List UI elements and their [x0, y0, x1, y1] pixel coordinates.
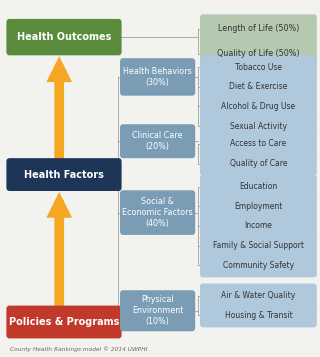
Text: Sexual Activity: Sexual Activity	[230, 121, 287, 131]
Text: Community Safety: Community Safety	[223, 261, 294, 270]
FancyBboxPatch shape	[200, 194, 317, 218]
Text: Clinical Care
(20%): Clinical Care (20%)	[132, 131, 183, 151]
FancyBboxPatch shape	[200, 94, 317, 119]
Text: Access to Care: Access to Care	[230, 139, 286, 149]
Text: Tobacco Use: Tobacco Use	[235, 62, 282, 72]
Text: Health Factors: Health Factors	[24, 170, 104, 180]
FancyBboxPatch shape	[200, 114, 317, 138]
Text: Housing & Transit: Housing & Transit	[225, 311, 292, 320]
FancyBboxPatch shape	[200, 175, 317, 199]
FancyBboxPatch shape	[200, 303, 317, 327]
Text: County Health Rankings model © 2014 UWPHI: County Health Rankings model © 2014 UWPH…	[10, 346, 147, 352]
Text: Physical
Environment
(10%): Physical Environment (10%)	[132, 295, 183, 326]
FancyBboxPatch shape	[200, 14, 317, 44]
FancyBboxPatch shape	[200, 233, 317, 258]
FancyBboxPatch shape	[200, 75, 317, 99]
Text: Diet & Exercise: Diet & Exercise	[229, 82, 288, 91]
Text: Quality of Care: Quality of Care	[230, 159, 287, 168]
FancyBboxPatch shape	[200, 214, 317, 238]
FancyBboxPatch shape	[6, 19, 122, 55]
Text: Air & Water Quality: Air & Water Quality	[221, 291, 296, 300]
Text: Alcohol & Drug Use: Alcohol & Drug Use	[221, 102, 295, 111]
Text: Policies & Programs: Policies & Programs	[9, 317, 119, 327]
FancyBboxPatch shape	[120, 58, 195, 96]
FancyBboxPatch shape	[200, 151, 317, 176]
Text: Family & Social Support: Family & Social Support	[213, 241, 304, 250]
Text: Income: Income	[244, 221, 272, 231]
FancyBboxPatch shape	[200, 253, 317, 277]
Text: Education: Education	[239, 182, 277, 191]
FancyBboxPatch shape	[120, 124, 195, 158]
Text: Health Outcomes: Health Outcomes	[17, 32, 111, 42]
Text: Quality of Life (50%): Quality of Life (50%)	[217, 49, 300, 59]
Text: Health Behaviors
(30%): Health Behaviors (30%)	[123, 67, 192, 87]
FancyBboxPatch shape	[200, 283, 317, 308]
Text: Social &
Economic Factors
(40%): Social & Economic Factors (40%)	[122, 197, 193, 228]
FancyBboxPatch shape	[6, 158, 122, 191]
FancyBboxPatch shape	[120, 190, 195, 235]
FancyBboxPatch shape	[120, 290, 195, 331]
Text: Employment: Employment	[234, 202, 283, 211]
FancyBboxPatch shape	[200, 132, 317, 156]
FancyBboxPatch shape	[200, 39, 317, 69]
FancyBboxPatch shape	[6, 306, 122, 338]
FancyBboxPatch shape	[200, 55, 317, 79]
Text: Length of Life (50%): Length of Life (50%)	[218, 24, 299, 34]
